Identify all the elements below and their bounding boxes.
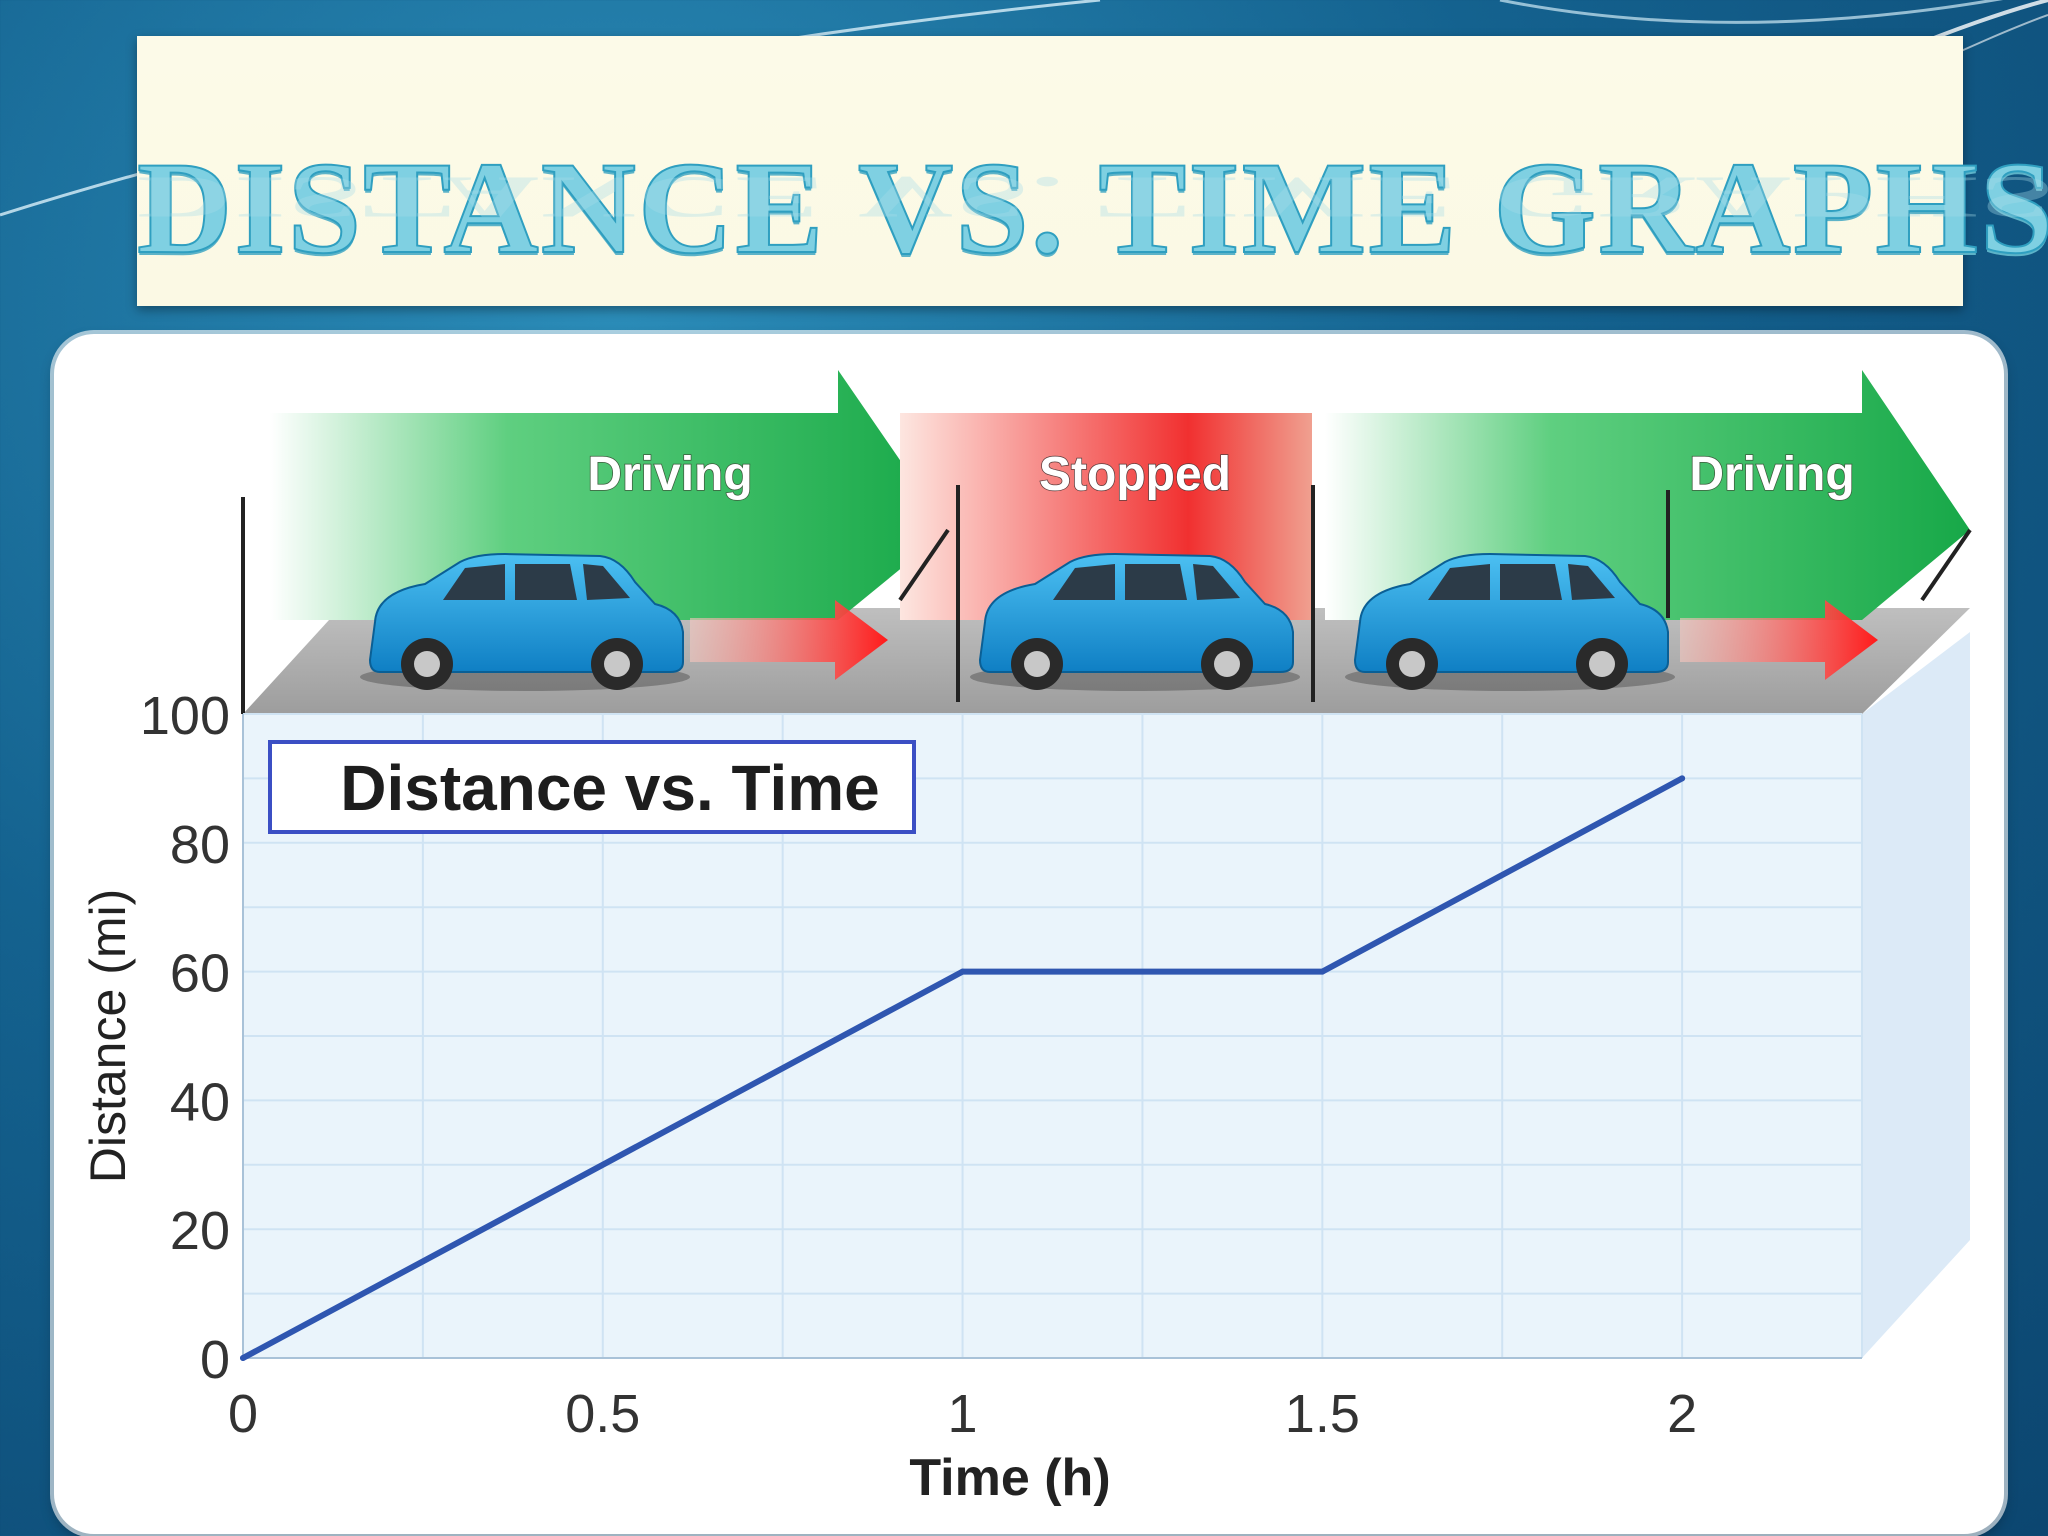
motion-arrow-2 <box>1680 600 1878 680</box>
car-hubcap-rear <box>1589 651 1615 677</box>
x-tick-label: 0.5 <box>565 1384 640 1444</box>
car-hubcap-front <box>1399 651 1425 677</box>
y-tick-label: 0 <box>200 1330 230 1390</box>
y-tick-label: 80 <box>170 815 230 875</box>
series-point <box>240 1355 246 1361</box>
driving-label-2: Driving <box>1689 448 1854 501</box>
chart-side-wall <box>1862 632 1970 1358</box>
y-tick-label: 100 <box>140 686 230 746</box>
x-tick-label: 1.5 <box>1285 1384 1360 1444</box>
stopped-label: Stopped <box>1039 448 1231 501</box>
car-1 <box>360 552 690 691</box>
motion-arrow-1 <box>690 600 888 680</box>
car-window-rear <box>1568 564 1615 600</box>
x-tick-label: 0 <box>228 1384 258 1444</box>
car-hubcap-front <box>1024 651 1050 677</box>
car-3 <box>1345 552 1675 691</box>
car-2 <box>970 552 1300 691</box>
car-window-front <box>1428 564 1490 600</box>
chart-title-box <box>268 740 916 834</box>
driving-label-1: Driving <box>587 448 752 501</box>
driving-banner-1 <box>270 370 948 620</box>
x-tick-label: 2 <box>1667 1384 1697 1444</box>
car-hubcap-rear <box>1214 651 1240 677</box>
y-tick-label: 40 <box>170 1072 230 1132</box>
car-hubcap-rear <box>604 651 630 677</box>
car-window-front <box>443 564 505 600</box>
series-point <box>1319 968 1326 975</box>
x-tick-label: 1 <box>948 1384 978 1444</box>
series-line <box>240 775 1686 1361</box>
x-axis-label: Time (h) <box>909 1449 1110 1507</box>
car-window-rear <box>1193 564 1240 600</box>
car-window-middle <box>515 564 577 600</box>
y-tick-label: 20 <box>170 1201 230 1261</box>
slide-title: DISTANCE VS. TIME GRAPHS <box>136 133 2048 282</box>
y-axis-label: Distance (mi) <box>80 889 136 1183</box>
chart-title: Distance vs. Time <box>340 752 880 824</box>
arrow-tip-edge-1 <box>898 528 950 602</box>
series-point <box>1679 775 1686 782</box>
car-hubcap-front <box>414 651 440 677</box>
y-tick-label: 60 <box>170 944 230 1004</box>
car-window-middle <box>1125 564 1187 600</box>
car-window-rear <box>583 564 630 600</box>
series-point <box>959 968 966 975</box>
arrow-tip-edge-2 <box>1920 528 1972 602</box>
car-window-front <box>1053 564 1115 600</box>
title-banner: DISTANCE VS. TIME GRAPHS DISTANCE VS. TI… <box>136 36 2048 306</box>
car-window-middle <box>1500 564 1562 600</box>
